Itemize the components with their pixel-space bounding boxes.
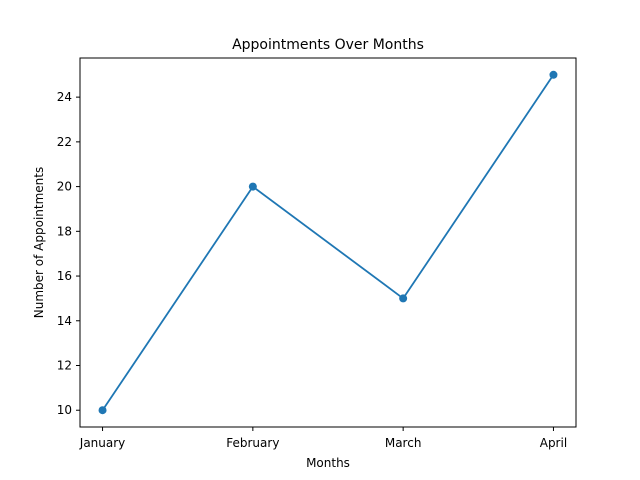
chart-title: Appointments Over Months	[232, 37, 424, 53]
y-axis-label: Number of Appointments	[32, 167, 46, 318]
axes-frame	[79, 57, 577, 428]
y-tick-label: 18	[57, 224, 72, 238]
y-tick-label: 24	[57, 90, 72, 104]
x-axis-ticks: January February March April	[79, 427, 567, 450]
y-tick-label: 14	[57, 314, 72, 328]
data-point	[399, 294, 408, 303]
data-point	[98, 406, 107, 415]
x-tick-label: March	[385, 436, 422, 450]
x-tick-label: April	[540, 436, 567, 450]
x-tick-label: January	[79, 436, 126, 450]
y-axis-ticks: 10 12 14 16 18 20 22 24	[57, 90, 80, 417]
x-tick-label: February	[226, 436, 279, 450]
y-tick-label: 20	[57, 180, 72, 194]
data-point	[549, 70, 558, 79]
y-tick-label: 12	[57, 359, 72, 373]
y-tick-label: 16	[57, 269, 72, 283]
y-tick-label: 10	[57, 403, 72, 417]
y-tick-label: 22	[57, 135, 72, 149]
series-line	[101, 74, 555, 411]
x-axis-label: Months	[306, 456, 350, 470]
data-point	[248, 182, 257, 191]
plot-layer	[98, 70, 558, 415]
